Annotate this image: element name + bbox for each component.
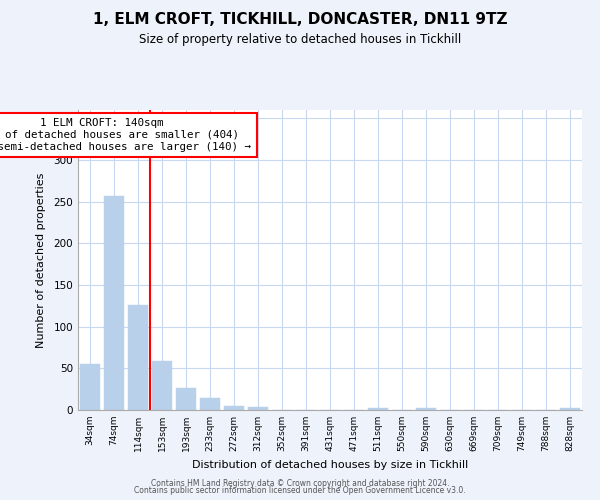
- Y-axis label: Number of detached properties: Number of detached properties: [37, 172, 46, 348]
- Bar: [128, 305, 148, 410]
- Bar: [368, 408, 388, 410]
- X-axis label: Distribution of detached houses by size in Tickhill: Distribution of detached houses by size …: [192, 460, 468, 469]
- Bar: [176, 388, 196, 410]
- Text: Contains public sector information licensed under the Open Government Licence v3: Contains public sector information licen…: [134, 486, 466, 495]
- Text: 1, ELM CROFT, TICKHILL, DONCASTER, DN11 9TZ: 1, ELM CROFT, TICKHILL, DONCASTER, DN11 …: [93, 12, 507, 28]
- Bar: [416, 408, 436, 410]
- Bar: [200, 398, 220, 410]
- Bar: [248, 406, 268, 410]
- Text: 1 ELM CROFT: 140sqm
← 74% of detached houses are smaller (404)
26% of semi-detac: 1 ELM CROFT: 140sqm ← 74% of detached ho…: [0, 118, 251, 152]
- Text: Size of property relative to detached houses in Tickhill: Size of property relative to detached ho…: [139, 32, 461, 46]
- Bar: [104, 196, 124, 410]
- Bar: [80, 364, 100, 410]
- Text: Contains HM Land Registry data © Crown copyright and database right 2024.: Contains HM Land Registry data © Crown c…: [151, 478, 449, 488]
- Bar: [224, 406, 244, 410]
- Bar: [560, 408, 580, 410]
- Bar: [152, 361, 172, 410]
